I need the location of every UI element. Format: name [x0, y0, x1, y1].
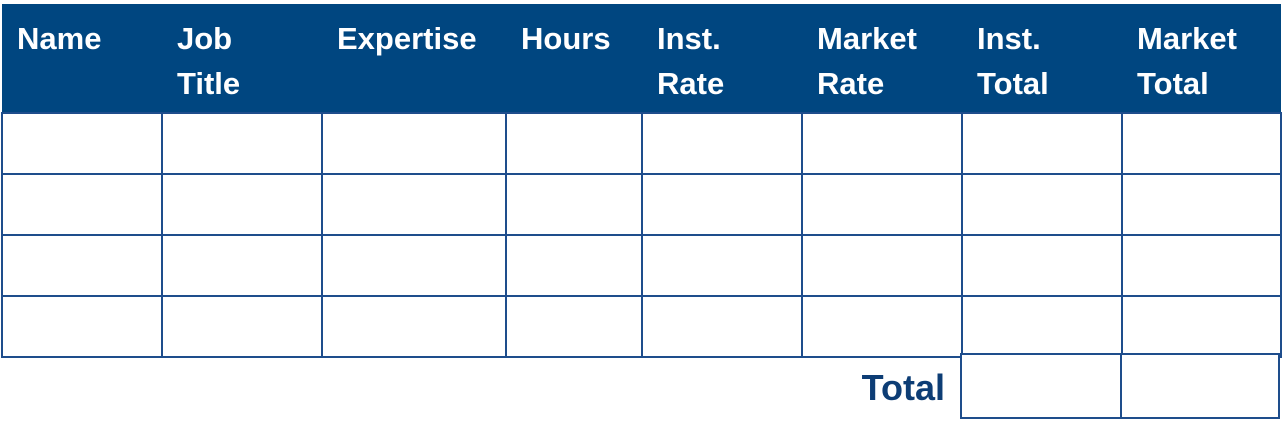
table-cell[interactable]: [1121, 295, 1282, 358]
table-cell[interactable]: [801, 295, 963, 358]
header-expertise: Expertise: [322, 4, 506, 113]
table-cell[interactable]: [961, 234, 1123, 297]
table-cell[interactable]: [1, 295, 163, 358]
table-cell[interactable]: [321, 173, 507, 236]
table-cell[interactable]: [321, 234, 507, 297]
header-job-title: Job Title: [162, 4, 322, 113]
total-label: Total: [861, 367, 945, 408]
table-row: [1, 295, 1282, 358]
table-cell[interactable]: [961, 112, 1123, 175]
table-cell[interactable]: [1121, 173, 1282, 236]
table-cell[interactable]: [961, 173, 1123, 236]
table-cell[interactable]: [161, 173, 323, 236]
header-inst-rate: Inst. Rate: [642, 4, 802, 113]
personnel-cost-table: Name Job Title Expertise Hours Inst. Rate …: [1, 4, 1282, 358]
market-total-cell[interactable]: [1120, 353, 1280, 419]
table-cell[interactable]: [641, 112, 803, 175]
table-cell[interactable]: [505, 112, 643, 175]
table-row: [1, 112, 1282, 175]
table-cell[interactable]: [505, 295, 643, 358]
table-cell[interactable]: [321, 295, 507, 358]
table-cell[interactable]: [1121, 234, 1282, 297]
table-row: [1, 173, 1282, 236]
table-cell[interactable]: [505, 234, 643, 297]
header-market-total: Market Total: [1122, 4, 1281, 113]
table-cell[interactable]: [321, 112, 507, 175]
table-cell[interactable]: [1121, 112, 1282, 175]
table-cell[interactable]: [801, 112, 963, 175]
header-row: Name Job Title Expertise Hours Inst. Rate …: [2, 4, 1281, 113]
table-cell[interactable]: [161, 234, 323, 297]
header-name: Name: [2, 4, 162, 113]
table-cell[interactable]: [1, 234, 163, 297]
table-cell[interactable]: [641, 173, 803, 236]
table-cell[interactable]: [505, 173, 643, 236]
header-market-rate: Market Rate: [802, 4, 962, 113]
table-cell[interactable]: [801, 234, 963, 297]
table-cell[interactable]: [1, 173, 163, 236]
table-cell[interactable]: [161, 295, 323, 358]
header-hours: Hours: [506, 4, 642, 113]
table-cell[interactable]: [641, 234, 803, 297]
table-cell[interactable]: [161, 112, 323, 175]
header-inst-total: Inst. Total: [962, 4, 1122, 113]
table-cell[interactable]: [1, 112, 163, 175]
table-cell[interactable]: [961, 295, 1123, 358]
table-cell[interactable]: [801, 173, 963, 236]
table-row: [1, 234, 1282, 297]
inst-total-cell[interactable]: [960, 353, 1122, 419]
table-cell[interactable]: [641, 295, 803, 358]
